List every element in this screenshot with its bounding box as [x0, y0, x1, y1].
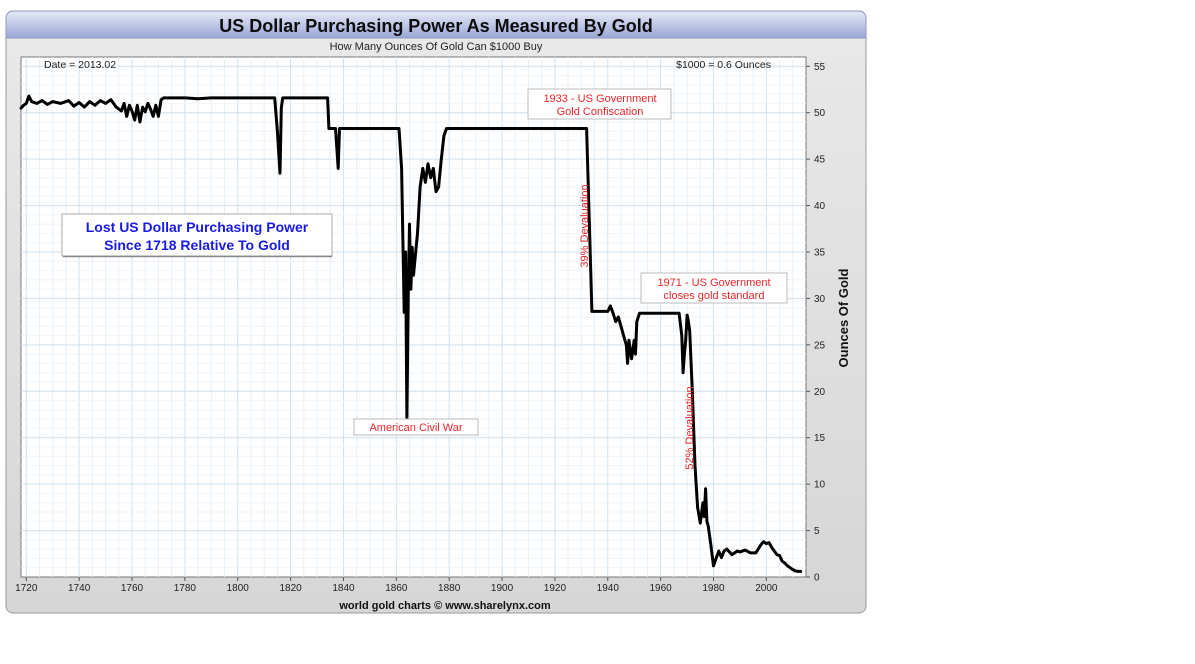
- y-tick-label: 40: [814, 201, 826, 212]
- confiscation-line-1: 1933 - US Government: [543, 93, 656, 105]
- x-tick-label: 1800: [227, 583, 250, 594]
- x-tick-label: 1780: [174, 583, 197, 594]
- x-tick-label: 1940: [597, 583, 620, 594]
- x-tick-label: 1900: [491, 583, 514, 594]
- headline-line-2: Since 1718 Relative To Gold: [104, 237, 290, 253]
- civil-war-label: American Civil War: [369, 422, 462, 434]
- y-tick-label: 0: [814, 573, 820, 584]
- devaluation-52-label: 52% Devaluation: [684, 386, 696, 469]
- gold-standard-box: [640, 272, 788, 304]
- y-tick-label: 10: [814, 480, 826, 491]
- series-line: [19, 94, 803, 573]
- title-bar: [5, 10, 867, 39]
- source-credit: world gold charts © www.sharelynx.com: [338, 600, 550, 612]
- gold-standard-line-1: 1971 - US Government: [657, 277, 770, 289]
- gold-standard-line-2: closes gold standard: [664, 290, 765, 302]
- x-tick-label: 1860: [385, 583, 408, 594]
- x-tick-label: 1880: [438, 583, 461, 594]
- y-tick-label: 55: [814, 62, 826, 73]
- x-tick-label: 2000: [755, 583, 778, 594]
- civil-war-box: [353, 418, 479, 436]
- x-tick-label: 1720: [15, 583, 38, 594]
- y-tick-label: 25: [814, 340, 826, 351]
- chart-title: US Dollar Purchasing Power As Measured B…: [219, 16, 652, 36]
- y-tick-label: 50: [814, 108, 826, 119]
- y-axis: 0 5 10 15 20 25 30 35 40 45 50 55: [806, 62, 826, 584]
- x-tick-label: 1920: [544, 583, 567, 594]
- y-tick-label: 30: [814, 294, 826, 305]
- confiscation-box: [527, 88, 672, 120]
- x-tick-label: 1980: [702, 583, 725, 594]
- x-tick-label: 1820: [279, 583, 302, 594]
- headline-line-1: Lost US Dollar Purchasing Power: [86, 219, 309, 235]
- value-label: $1000 = 0.6 Ounces: [676, 59, 771, 71]
- y-tick-label: 45: [814, 155, 826, 166]
- x-tick-label: 1740: [68, 583, 91, 594]
- date-label: Date = 2013.02: [44, 59, 116, 71]
- confiscation-line-2: Gold Confiscation: [557, 106, 644, 118]
- x-axis: 1720 1740 1760 1780 1800 1820 1840 1860 1880 1900…: [15, 577, 778, 594]
- chart-subtitle: How Many Ounces Of Gold Can $1000 Buy: [330, 41, 543, 53]
- y-tick-label: 20: [814, 387, 826, 398]
- y-tick-label: 35: [814, 248, 826, 259]
- headline-box: [61, 213, 333, 257]
- y-tick-label: 15: [814, 433, 826, 444]
- y-axis-label: Ounces Of Gold: [836, 268, 851, 367]
- x-tick-label: 1760: [121, 583, 144, 594]
- x-tick-label: 1840: [332, 583, 355, 594]
- x-tick-label: 1960: [650, 583, 673, 594]
- y-tick-label: 5: [814, 526, 820, 537]
- devaluation-39-label: 39% Devaluation: [579, 184, 591, 267]
